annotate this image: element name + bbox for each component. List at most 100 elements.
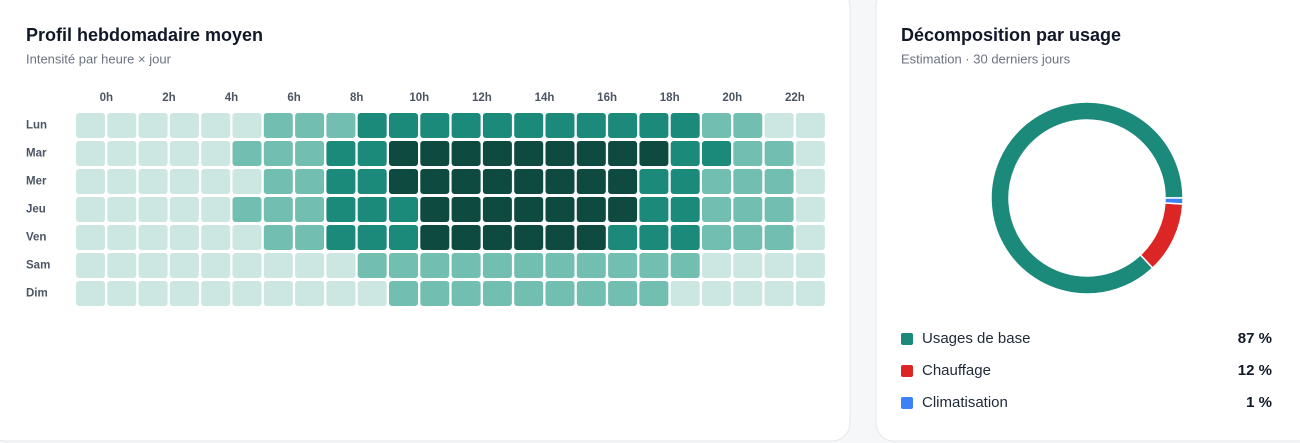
heat-cell: [263, 197, 293, 222]
heat-cell: [733, 197, 763, 222]
heat-cell: [420, 281, 450, 306]
heat-cell: [389, 113, 418, 138]
heat-cell: [201, 281, 231, 306]
heat-cell: [733, 141, 763, 166]
x-tick-label: 18h: [660, 92, 680, 104]
heat-cell: [702, 225, 731, 250]
heat-cell: [263, 113, 293, 138]
heat-cell: [639, 141, 669, 166]
heat-cell: [169, 225, 199, 250]
heat-cell: [232, 281, 262, 306]
x-tick-label: 2h: [162, 92, 175, 104]
heat-cell: [608, 113, 638, 138]
heat-cell: [326, 141, 356, 166]
heat-cell: [482, 169, 512, 194]
y-tick-label: Mar: [26, 148, 47, 160]
legend-label: Climatisation: [922, 394, 1008, 411]
legend-value: 12 %: [1238, 362, 1272, 379]
y-tick-label: Ven: [26, 232, 46, 244]
heat-cell: [545, 113, 575, 138]
heat-cell: [420, 197, 450, 222]
heat-cell: [357, 197, 387, 222]
heat-cell: [639, 197, 669, 222]
heat-cell: [514, 113, 544, 138]
heat-cell: [451, 281, 481, 306]
heat-cell: [482, 253, 512, 278]
y-tick-label: Dim: [26, 288, 48, 300]
heat-cell: [232, 113, 262, 138]
heat-cell: [357, 253, 387, 278]
heat-cell: [733, 253, 763, 278]
heat-cell: [545, 169, 575, 194]
heat-cell: [733, 113, 763, 138]
x-tick-label: 22h: [785, 92, 805, 104]
heat-cell: [389, 169, 418, 194]
heat-cell: [138, 281, 168, 306]
heat-cell: [702, 253, 731, 278]
x-tick-label: 20h: [722, 92, 742, 104]
y-tick-label: Sam: [26, 260, 50, 272]
heat-cell: [201, 113, 231, 138]
heat-cell: [545, 281, 575, 306]
heat-cell: [76, 169, 105, 194]
heat-cell: [107, 197, 137, 222]
heat-cell: [514, 253, 544, 278]
heat-cell: [639, 253, 669, 278]
heat-cell: [514, 169, 544, 194]
heat-cell: [451, 253, 481, 278]
heat-cell: [795, 281, 825, 306]
donut-slice: [1164, 197, 1184, 205]
heat-cell: [545, 141, 575, 166]
heat-cell: [389, 225, 418, 250]
heat-cell: [639, 113, 669, 138]
heat-cell: [733, 225, 763, 250]
heat-cell: [201, 197, 231, 222]
heat-cell: [107, 225, 137, 250]
heat-cell: [389, 197, 418, 222]
heat-cell: [232, 225, 262, 250]
heat-cell: [263, 225, 293, 250]
heat-cell: [795, 169, 825, 194]
heat-cell: [514, 197, 544, 222]
x-tick-label: 16h: [597, 92, 617, 104]
heat-cell: [420, 253, 450, 278]
heat-cell: [764, 169, 794, 194]
heat-cell: [764, 113, 794, 138]
heat-cell: [576, 169, 606, 194]
heat-cell: [107, 253, 137, 278]
heat-cell: [295, 113, 325, 138]
heat-cell: [608, 169, 638, 194]
heat-cell: [263, 281, 293, 306]
heat-cell: [451, 169, 481, 194]
heat-cell: [169, 141, 199, 166]
heat-cell: [76, 225, 105, 250]
heat-cell: [482, 281, 512, 306]
legend-value: 1 %: [1246, 394, 1272, 411]
heatmap-subtitle: Intensité par heure × jour: [26, 51, 172, 66]
heat-cell: [138, 225, 168, 250]
legend-swatch: [901, 365, 913, 377]
heat-cell: [670, 197, 700, 222]
x-tick-label: 6h: [287, 92, 300, 104]
heat-cell: [670, 253, 700, 278]
heat-cell: [138, 113, 168, 138]
heat-cell: [232, 253, 262, 278]
heat-cell: [295, 281, 325, 306]
heat-cell: [76, 113, 105, 138]
heat-cell: [169, 281, 199, 306]
heat-cell: [514, 225, 544, 250]
heat-cell: [295, 225, 325, 250]
heat-cell: [263, 253, 293, 278]
heat-cell: [326, 253, 356, 278]
heat-cell: [514, 281, 544, 306]
heat-cell: [608, 253, 638, 278]
heat-cell: [76, 197, 105, 222]
heat-cell: [232, 141, 262, 166]
heat-cell: [389, 253, 418, 278]
heat-cell: [326, 113, 356, 138]
heat-cell: [451, 113, 481, 138]
heat-cell: [201, 253, 231, 278]
heat-cell: [107, 141, 137, 166]
heat-cell: [201, 169, 231, 194]
